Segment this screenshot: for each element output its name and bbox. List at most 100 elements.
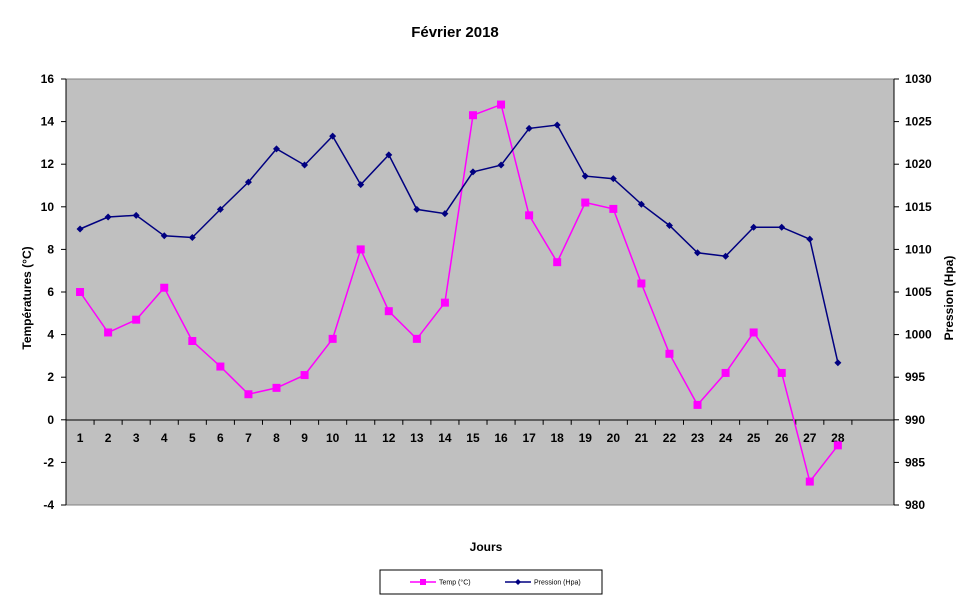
pression-point xyxy=(188,233,196,241)
x-tick-label: 26 xyxy=(775,431,789,445)
plot-area xyxy=(65,78,895,506)
pression-point xyxy=(244,178,252,186)
y-left-tick-label: -2 xyxy=(43,455,54,469)
y-left-tick-label: 12 xyxy=(41,157,55,171)
temp-point xyxy=(749,328,758,337)
pression-point xyxy=(665,222,673,230)
temp-point xyxy=(805,477,814,486)
series-line-pression xyxy=(79,124,839,363)
temp-point xyxy=(300,371,309,380)
temp-point xyxy=(412,334,421,343)
x-tick-label: 23 xyxy=(691,431,705,445)
pression-point xyxy=(637,200,645,208)
pression-point xyxy=(806,235,814,243)
x-tick-label: 10 xyxy=(326,431,340,445)
x-tick-label: 20 xyxy=(607,431,621,445)
y-right-tick-label: 980 xyxy=(905,498,925,512)
x-tick-label: 28 xyxy=(831,431,845,445)
y-right-tick-label: 1005 xyxy=(905,285,932,299)
temp-point xyxy=(637,279,646,288)
legend: Temp (°C) Pression (Hpa) xyxy=(379,569,603,595)
pression-point xyxy=(76,225,84,233)
temp-point xyxy=(468,111,477,120)
temp-point xyxy=(581,198,590,207)
temp-point xyxy=(244,390,253,399)
y-left-tick-label: -4 xyxy=(43,498,54,512)
y-right-tick-label: 1015 xyxy=(905,200,932,214)
pression-point xyxy=(357,181,365,189)
legend-temp-marker xyxy=(420,579,426,585)
temp-point xyxy=(665,349,674,358)
pression-point xyxy=(132,211,140,219)
x-tick-label: 2 xyxy=(105,431,112,445)
temp-point xyxy=(525,211,534,220)
x-tick-label: 27 xyxy=(803,431,817,445)
y-right-tick-label: 1030 xyxy=(905,72,932,86)
x-tick-label: 24 xyxy=(719,431,733,445)
legend-pression-marker xyxy=(515,579,521,585)
temp-point xyxy=(833,441,842,450)
y-left-tick-label: 0 xyxy=(47,413,54,427)
temp-point xyxy=(721,368,730,377)
chart-title: Février 2018 xyxy=(411,24,499,41)
pression-point xyxy=(104,213,112,221)
x-tick-label: 7 xyxy=(245,431,252,445)
x-tick-label: 6 xyxy=(217,431,224,445)
temp-point xyxy=(272,383,281,392)
pression-point xyxy=(525,124,533,132)
x-tick-label: 8 xyxy=(273,431,280,445)
y-left-tick-label: 6 xyxy=(47,285,54,299)
x-tick-label: 19 xyxy=(579,431,593,445)
y-axis-left-title: Températures (°C) xyxy=(20,246,34,349)
pression-point xyxy=(581,172,589,180)
x-tick-label: 13 xyxy=(410,431,424,445)
legend-pression-label: Pression (Hpa) xyxy=(534,580,581,587)
x-axis-title: Jours xyxy=(470,540,503,554)
temp-point xyxy=(497,100,506,109)
pression-point xyxy=(413,205,421,213)
x-tick-label: 3 xyxy=(133,431,140,445)
temp-point xyxy=(777,368,786,377)
y-right-tick-label: 1000 xyxy=(905,328,932,342)
y-right-tick-label: 990 xyxy=(905,413,925,427)
pression-point xyxy=(722,252,730,260)
x-tick-label: 16 xyxy=(494,431,508,445)
y-right-tick-label: 1025 xyxy=(905,115,932,129)
pression-point xyxy=(469,168,477,176)
x-tick-label: 12 xyxy=(382,431,396,445)
series-line-temp xyxy=(79,103,839,484)
y-right-tick-label: 1010 xyxy=(905,242,932,256)
series-layer xyxy=(76,100,842,486)
pression-point xyxy=(301,161,309,169)
pression-point xyxy=(216,205,224,213)
legend-temp-label: Temp (°C) xyxy=(439,579,471,587)
temp-point xyxy=(356,245,365,254)
x-tick-label: 22 xyxy=(663,431,677,445)
y-right-tick-label: 985 xyxy=(905,455,925,469)
temp-point xyxy=(328,334,337,343)
pression-point xyxy=(750,223,758,231)
left-axis-ticks: -4 -2 0 2 4 6 8 10 12 14 16 xyxy=(41,72,66,512)
x-tick-label: 5 xyxy=(189,431,196,445)
y-right-tick-label: 995 xyxy=(905,370,925,384)
y-left-tick-label: 16 xyxy=(41,72,55,86)
x-tick-label: 11 xyxy=(354,431,367,445)
right-axis-ticks: 980 985 990 995 1000 1005 1010 1015 1020 1025 1030 xyxy=(894,72,932,512)
pression-point xyxy=(553,121,561,129)
temp-point xyxy=(609,204,618,213)
temp-point xyxy=(160,283,169,292)
y-left-tick-label: 2 xyxy=(47,370,54,384)
x-tick-label: 18 xyxy=(551,431,565,445)
pression-point xyxy=(778,223,786,231)
temp-point xyxy=(440,298,449,307)
y-axis-right-title: Pression (Hpa) xyxy=(942,256,956,341)
y-left-tick-label: 4 xyxy=(47,328,54,342)
temp-point xyxy=(132,315,141,324)
pression-point xyxy=(834,359,842,367)
pression-point xyxy=(385,151,393,159)
pression-point xyxy=(609,175,617,183)
temp-point xyxy=(693,400,702,409)
y-left-tick-label: 10 xyxy=(41,200,55,214)
x-tick-label: 1 xyxy=(77,431,84,445)
